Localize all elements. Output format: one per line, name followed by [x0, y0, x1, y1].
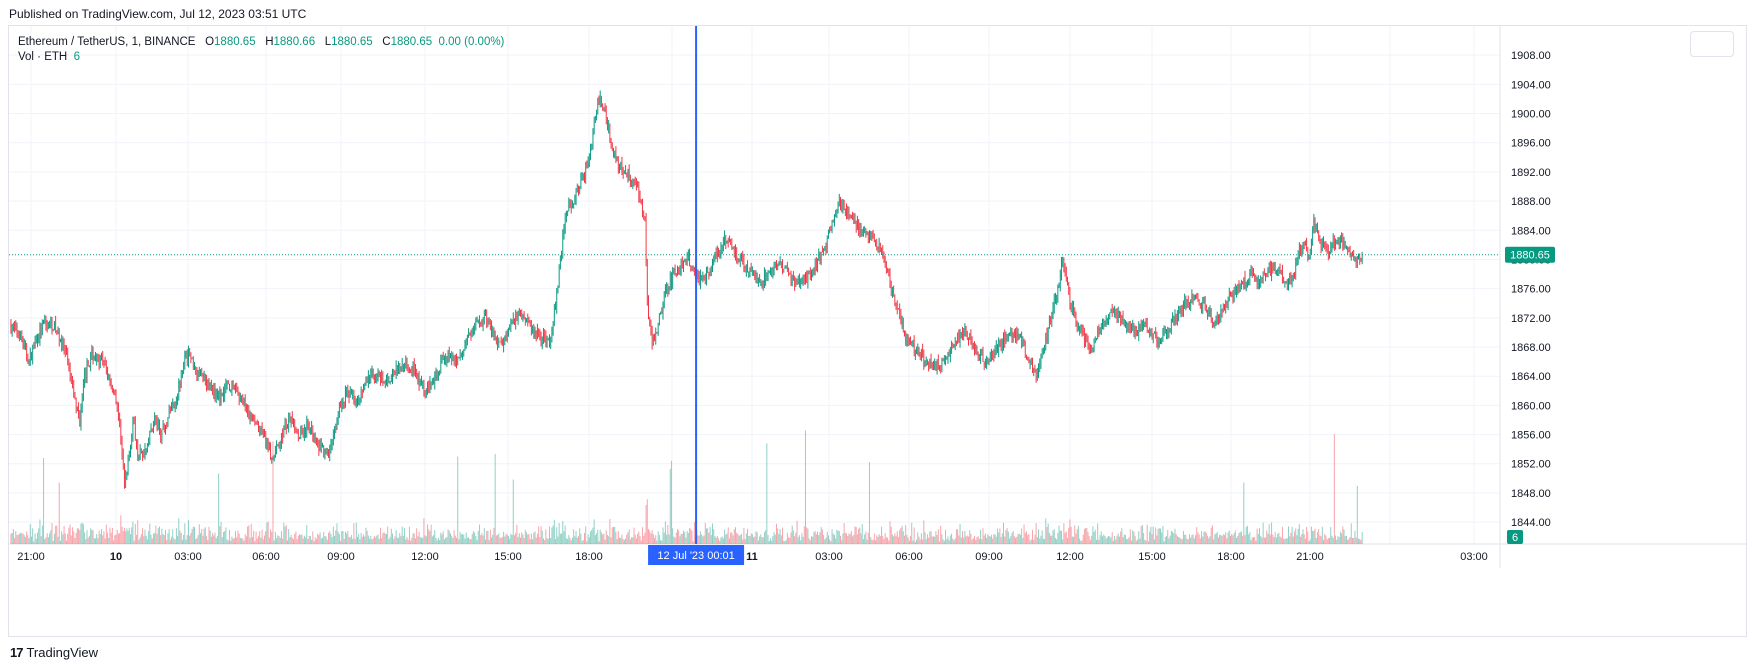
volume-label: Vol · ETH [18, 51, 68, 63]
ohlc-legend: Ethereum / TetherUS, 1, BINANCE O1880.65… [18, 35, 504, 50]
y-tick-label: 1876.00 [1511, 284, 1551, 296]
crosshair-time-label: 12 Jul '23 00:01 [657, 550, 734, 562]
auto-scale-button[interactable] [1690, 31, 1734, 57]
y-tick-label: 1888.00 [1511, 196, 1551, 208]
y-tick-label: 1908.00 [1511, 50, 1551, 62]
y-tick-label: 1864.00 [1511, 371, 1551, 383]
volume-value: 6 [73, 51, 81, 63]
x-tick-label: 15:00 [1138, 551, 1166, 563]
x-tick-label: 06:00 [895, 551, 923, 563]
close-value: 1880.65 [390, 36, 433, 48]
low-label: L [324, 36, 332, 48]
chart-frame[interactable] [8, 25, 1747, 637]
x-tick-label: 21:00 [1296, 551, 1324, 563]
tradingview-logo[interactable]: 17 TradingView [10, 645, 98, 660]
x-tick-label: 21:00 [17, 551, 45, 563]
change-value: 0.00 (0.00%) [438, 36, 505, 48]
x-tick-label: 12:00 [1056, 551, 1084, 563]
volume-legend: Vol · ETH 6 [18, 51, 80, 63]
last-volume-badge [1507, 530, 1523, 544]
x-tick-label: 18:00 [1217, 551, 1245, 563]
x-tick-label: 09:00 [327, 551, 355, 563]
x-tick-label: 03:00 [174, 551, 202, 563]
last-volume-label: 6 [1512, 532, 1518, 544]
x-tick-label: 11 [746, 551, 758, 563]
y-tick-label: 1868.00 [1511, 342, 1551, 354]
y-tick-label: 1884.00 [1511, 225, 1551, 237]
published-caption: Published on TradingView.com, Jul 12, 20… [9, 7, 307, 21]
close-label: C [382, 36, 391, 48]
y-tick-label: 1892.00 [1511, 167, 1551, 179]
y-tick-label: 1844.00 [1511, 517, 1551, 529]
last-price-label: 1880.65 [1510, 250, 1550, 262]
x-tick-label: 12:00 [411, 551, 439, 563]
open-value: 1880.65 [214, 36, 256, 48]
y-tick-label: 1852.00 [1511, 459, 1551, 471]
low-value: 1880.65 [331, 36, 373, 48]
x-tick-label: 15:00 [494, 551, 522, 563]
x-tick-label: 03:00 [815, 551, 843, 563]
last-price-badge [1505, 246, 1555, 263]
y-tick-label: 1856.00 [1511, 430, 1551, 442]
y-tick-label: 1900.00 [1511, 109, 1551, 121]
y-tick-label: 1904.00 [1511, 79, 1551, 91]
x-tick-label: 03:00 [1460, 551, 1488, 563]
y-tick-label: 1872.00 [1511, 313, 1551, 325]
symbol-label: Ethereum / TetherUS, 1, BINANCE [18, 36, 196, 48]
y-tick-label: 1896.00 [1511, 138, 1551, 150]
crosshair-time-badge [648, 545, 745, 565]
x-tick-label: 09:00 [975, 551, 1003, 563]
tradingview-brand: TradingView [26, 645, 99, 660]
x-tick-label: 06:00 [252, 551, 280, 563]
high-label: H [265, 36, 274, 48]
open-label: O [205, 36, 215, 48]
y-tick-label: 1848.00 [1511, 488, 1551, 500]
y-tick-label: 1860.00 [1511, 400, 1551, 412]
x-tick-label: 18:00 [575, 551, 603, 563]
tradingview-logo-icon: 17 [10, 645, 24, 660]
x-tick-label: 10 [110, 551, 122, 563]
high-value: 1880.66 [273, 36, 316, 48]
